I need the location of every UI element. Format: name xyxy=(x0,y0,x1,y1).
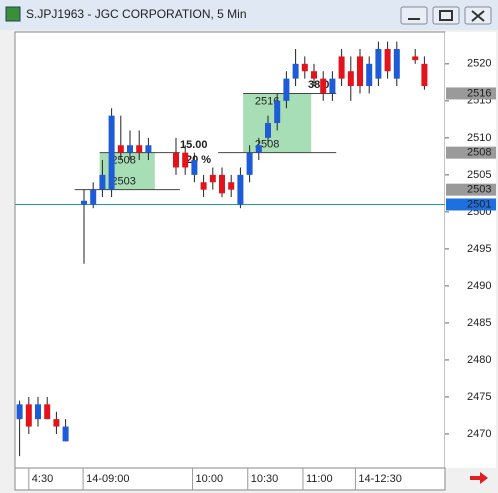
candle-body xyxy=(338,56,345,79)
y-tick-label: 2510 xyxy=(467,132,491,144)
y-tick-label: 2470 xyxy=(467,428,491,440)
candle-body xyxy=(44,404,51,420)
candle-body xyxy=(237,174,244,205)
candle-body xyxy=(35,404,41,420)
y-axis-area xyxy=(445,32,496,468)
candle-body xyxy=(62,426,69,442)
candle-body xyxy=(81,200,87,205)
price-marker xyxy=(446,183,496,196)
plot-area xyxy=(14,31,446,469)
candle-body xyxy=(329,78,336,94)
close-glyph xyxy=(471,10,485,22)
candle-body xyxy=(255,145,262,153)
candle-body xyxy=(117,145,124,153)
candle-body xyxy=(274,100,281,124)
candle-body xyxy=(136,145,143,153)
candle-body xyxy=(421,63,428,87)
candle-body xyxy=(301,63,308,72)
minimize-button[interactable] xyxy=(400,6,428,25)
candle-body xyxy=(292,63,299,79)
y-tick-label: 2490 xyxy=(467,280,491,292)
price-marker-label: 2501 xyxy=(467,198,491,210)
candle-body xyxy=(182,152,189,168)
candle-body xyxy=(16,404,23,420)
candle-body xyxy=(191,160,198,175)
candle-body xyxy=(311,71,317,79)
app-icon xyxy=(5,6,21,22)
y-tick-label: 2520 xyxy=(467,58,491,70)
range-label: 2508 xyxy=(111,155,135,167)
candle-body xyxy=(283,78,290,101)
price-marker-label: 2503 xyxy=(467,184,491,196)
candle-body xyxy=(90,189,97,205)
y-tick-label: 2505 xyxy=(467,169,491,181)
candle-body xyxy=(265,123,271,138)
price-marker xyxy=(446,146,496,159)
scroll-arrow[interactable] xyxy=(470,472,488,484)
x-tick-label: 10:30 xyxy=(251,473,279,485)
candle-body xyxy=(127,145,133,153)
x-tick-label: 14-12:30 xyxy=(358,473,401,485)
price-marker-label: 2508 xyxy=(467,147,491,159)
range-label: 2516 xyxy=(255,95,279,107)
candle-body xyxy=(53,419,60,427)
maximize-button[interactable] xyxy=(432,6,460,25)
x-tick-label: 10:00 xyxy=(196,473,224,485)
y-tick-label: 2480 xyxy=(467,354,491,366)
y-tick-label: 2485 xyxy=(467,317,491,329)
annotation: 15.00 xyxy=(180,139,208,151)
candle-body xyxy=(366,63,373,87)
candle-body xyxy=(412,56,419,61)
candle-body xyxy=(393,49,400,79)
x-tick-label: 11:00 xyxy=(306,473,333,485)
window-title: S.JPJ1963 - JGC CORPORATION, 5 Min xyxy=(26,7,247,21)
maximize-glyph xyxy=(439,10,453,21)
candle-body xyxy=(173,152,179,168)
price-marker-label: 2516 xyxy=(467,87,491,99)
y-tick-label: 2475 xyxy=(467,391,491,403)
x-axis-area xyxy=(14,467,446,491)
candle-body xyxy=(200,182,207,190)
candle-body xyxy=(99,174,106,190)
candle-body xyxy=(357,56,363,87)
candle-body xyxy=(25,404,32,427)
candle-body xyxy=(384,49,391,72)
x-tick-label: 4:30 xyxy=(32,473,53,485)
candle-body xyxy=(320,78,327,94)
candle-body xyxy=(375,49,382,79)
x-tick-label: 14-09:00 xyxy=(86,473,129,485)
candle-body xyxy=(145,145,152,153)
candle-body xyxy=(347,71,354,87)
candle-body xyxy=(219,174,225,194)
annotation: 20 % xyxy=(186,154,211,166)
candle-body xyxy=(209,174,216,183)
candle-body xyxy=(108,115,115,190)
price-marker xyxy=(446,198,496,211)
plot: 2470247524802485249024952500250525102515… xyxy=(15,41,496,490)
candle-body xyxy=(228,182,235,190)
range-label: 2503 xyxy=(111,176,135,188)
candle-body xyxy=(246,152,253,175)
y-tick-label: 2495 xyxy=(467,243,491,255)
price-marker xyxy=(446,87,496,100)
